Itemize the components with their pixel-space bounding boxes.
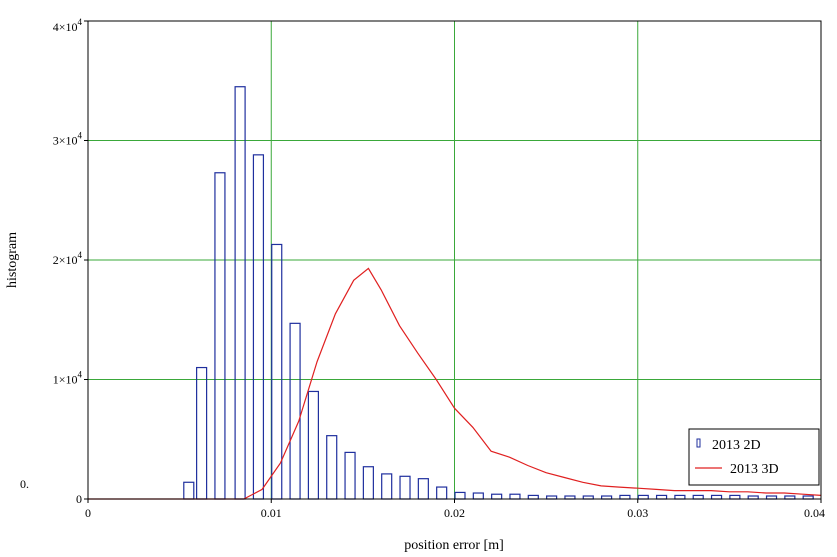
y-tick-label: 2×104 (53, 250, 83, 267)
y-axis-ticks: 0 1×104 2×104 3×104 4×104 (53, 17, 88, 506)
x-tick-label: 0.01 (261, 506, 282, 520)
line-series-2013-3d (88, 267, 822, 500)
x-tick-label: 0 (85, 506, 91, 520)
y-tick-label: 3×104 (53, 131, 83, 148)
legend-label-2013-2d: 2013 2D (712, 438, 761, 453)
grid-lines (88, 21, 821, 499)
x-tick-label: 0.02 (444, 506, 465, 520)
y-tick-label: 4×104 (53, 17, 83, 34)
x-axis-title: position error [m] (404, 538, 504, 553)
x-tick-label: 0.03 (627, 506, 648, 520)
legend: 2013 2D 2013 3D (688, 428, 820, 486)
legend-marker-2013-2d (696, 438, 701, 448)
legend-label-2013-3d: 2013 3D (730, 462, 779, 477)
x-axis-ticks: 0 0.01 0.02 0.03 0.04 (85, 499, 825, 520)
y-tick-label: 0 (76, 492, 82, 506)
stray-origin-mark: 0. (20, 477, 29, 491)
legend-box (688, 428, 820, 486)
x-tick-label: 0.04 (804, 506, 825, 520)
y-axis-title: histogram (5, 232, 20, 288)
y-tick-label: 1×104 (53, 370, 83, 387)
